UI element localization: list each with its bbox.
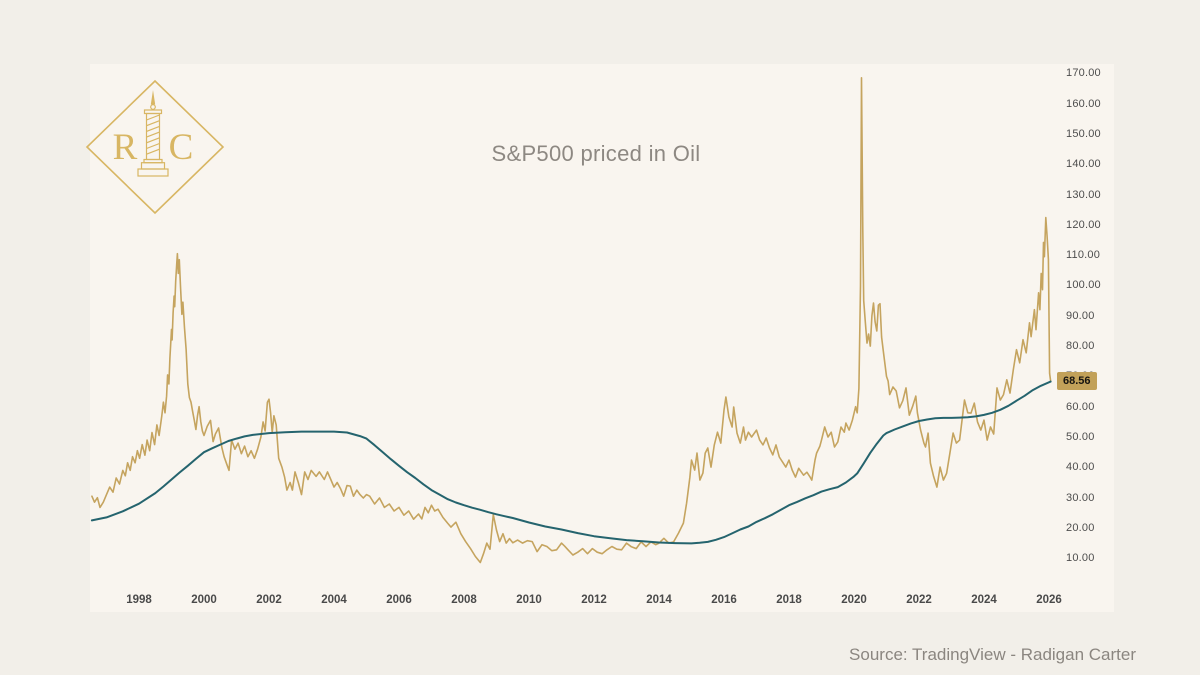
year-tick-label: 2016 <box>711 594 737 606</box>
price-tick-label: 30.00 <box>1066 491 1095 504</box>
logo-diamond-icon <box>85 79 225 215</box>
year-tick-label: 2006 <box>386 594 412 606</box>
price-tick-label: 110.00 <box>1066 249 1101 262</box>
year-tick-label: 2010 <box>516 594 542 606</box>
price-tick-label: 100.00 <box>1066 279 1101 292</box>
price-tick-label: 130.00 <box>1066 188 1101 201</box>
year-tick-label: 2004 <box>321 594 347 606</box>
price-tick-label: 50.00 <box>1066 431 1095 444</box>
last-price-label: 68.56 <box>1057 371 1097 390</box>
year-tick-label: 2022 <box>906 594 932 606</box>
logo-letter-r: R <box>113 127 138 168</box>
price-tick-label: 170.00 <box>1066 67 1101 80</box>
price-tick-label: 160.00 <box>1066 97 1101 110</box>
logo-column-icon <box>137 90 169 177</box>
price-tick-label: 60.00 <box>1066 400 1095 413</box>
year-tick-label: 2002 <box>256 594 282 606</box>
chart-title: S&P500 priced in Oil <box>491 141 701 166</box>
year-tick-label: 2026 <box>1036 594 1062 606</box>
year-tick-label: 2012 <box>581 594 607 606</box>
year-tick-label: 2008 <box>451 594 477 606</box>
year-tick-label: 2024 <box>971 594 997 606</box>
source-attribution: Source: TradingView - Radigan Carter <box>849 645 1136 664</box>
price-tick-label: 10.00 <box>1066 552 1095 565</box>
year-tick-label: 2020 <box>841 594 867 606</box>
logo-letter-c: C <box>169 127 194 168</box>
year-tick-label: 2014 <box>646 594 672 606</box>
price-tick-label: 140.00 <box>1066 158 1101 171</box>
price-tick-label: 80.00 <box>1066 340 1095 353</box>
price-tick-label: 40.00 <box>1066 461 1095 474</box>
year-tick-label: 2000 <box>191 594 217 606</box>
brand-logo: R C <box>85 79 225 215</box>
price-tick-label: 90.00 <box>1066 309 1095 322</box>
price-tick-label: 120.00 <box>1066 218 1101 231</box>
price-tick-label: 150.00 <box>1066 127 1101 140</box>
year-tick-label: 1998 <box>126 594 152 606</box>
year-tick-label: 2018 <box>776 594 802 606</box>
price-tick-label: 20.00 <box>1066 521 1095 534</box>
